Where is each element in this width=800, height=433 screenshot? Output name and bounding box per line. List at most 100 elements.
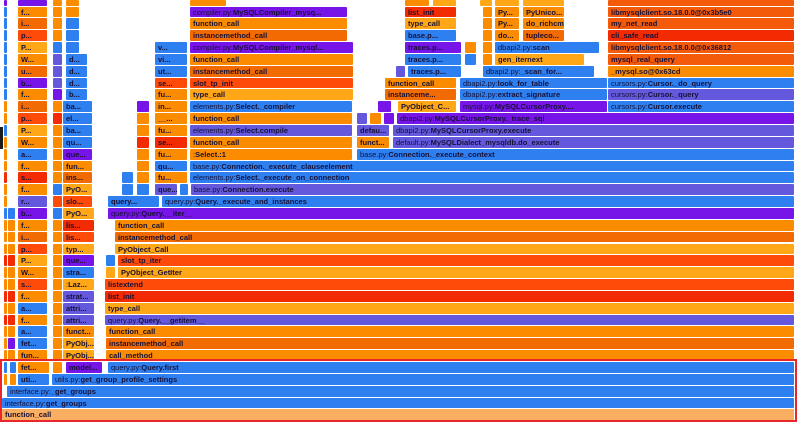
frame-cell[interactable] <box>137 101 150 113</box>
frame-cell[interactable] <box>53 362 63 373</box>
frame-query-py-query-execute-and-instances[interactable]: query.py:Query._execute_and_instances <box>162 196 795 207</box>
frame-cell[interactable] <box>480 0 493 6</box>
frame-cell[interactable] <box>4 255 7 267</box>
frame-cell[interactable] <box>396 65 406 77</box>
frame-ba[interactable]: ba... <box>63 125 93 136</box>
frame-select-1[interactable]: :Select.:1 <box>190 148 353 160</box>
frame-cell[interactable] <box>18 0 48 6</box>
frame-libmysqlclient-so-18-0-0-0x36812[interactable]: libmysqlclient.so.18.0.0@0x36812 <box>608 42 795 53</box>
frame-cell[interactable] <box>4 30 7 42</box>
frame-cell[interactable] <box>53 148 63 160</box>
frame-function-call[interactable]: function_call <box>2 409 795 421</box>
frame-cell[interactable] <box>53 18 63 30</box>
frame-cell[interactable] <box>495 0 520 6</box>
frame-function-call[interactable]: function_call <box>190 113 353 124</box>
frame-list-init[interactable]: list_init <box>405 6 457 18</box>
frame-do-richcmp[interactable]: do_richcmp <box>523 18 565 30</box>
frame-cell[interactable] <box>405 0 430 6</box>
frame-cell[interactable] <box>137 113 150 124</box>
frame-instancemethod-call[interactable]: instancemethod_call <box>190 30 348 42</box>
frame-query[interactable]: query... <box>108 196 160 207</box>
frame-se[interactable]: se... <box>155 136 188 148</box>
frame-funct[interactable]: funct... <box>357 136 390 148</box>
frame-pyunico[interactable]: PyUnico... <box>523 6 565 18</box>
frame-cell[interactable] <box>137 184 150 196</box>
frame-cell[interactable] <box>523 0 565 6</box>
frame-cell[interactable] <box>53 89 63 101</box>
frame-fun[interactable]: fun... <box>63 160 93 172</box>
frame-cell[interactable] <box>357 113 368 124</box>
frame-tupleco[interactable]: tupleco... <box>523 30 565 42</box>
frame-cli-safe-read[interactable]: cli_safe_read <box>608 30 795 42</box>
frame-cell[interactable] <box>190 0 227 6</box>
frame-cell[interactable] <box>8 207 16 219</box>
frame-defau[interactable]: defau... <box>357 125 390 136</box>
frame-cell[interactable] <box>180 184 189 196</box>
frame-cell[interactable] <box>4 125 7 136</box>
frame-cell[interactable] <box>53 113 63 124</box>
frame-cell[interactable] <box>53 279 63 290</box>
frame-que[interactable]: que... <box>155 184 178 196</box>
frame-elements-py-select-compile[interactable]: elements.py:Select.compile <box>190 125 353 136</box>
frame-d[interactable]: d... <box>66 77 88 89</box>
frame-traces-p[interactable]: traces.p... <box>405 42 462 53</box>
frame-mysql-real-query[interactable]: mysql_real_query <box>608 53 795 65</box>
frame-cell[interactable] <box>370 113 382 124</box>
frame-ut[interactable]: ut... <box>155 65 188 77</box>
frame-w[interactable]: W... <box>18 267 48 279</box>
frame-mysql-so-0x63cd[interactable]: _mysql.so@0x63cd <box>608 65 795 77</box>
frame-cell[interactable] <box>8 231 16 243</box>
frame-mysql-py-mysqlcursorproxy[interactable]: mysql.py:MySQLCursorProxy.... <box>460 101 608 113</box>
frame-se[interactable]: se... <box>155 77 188 89</box>
frame-p[interactable]: P... <box>18 255 48 267</box>
frame-r[interactable]: r... <box>18 196 48 207</box>
frame-b[interactable]: b... <box>18 207 48 219</box>
frame-my-net-read[interactable]: my_net_read <box>608 18 795 30</box>
frame-py[interactable]: Py... <box>495 18 520 30</box>
frame-u[interactable]: u... <box>18 65 48 77</box>
frame-cell[interactable] <box>483 6 493 18</box>
frame-que[interactable]: que... <box>63 255 95 267</box>
frame-cell[interactable] <box>53 101 63 113</box>
frame-i[interactable]: i... <box>18 18 48 30</box>
frame-s[interactable]: s... <box>18 172 48 184</box>
frame-cell[interactable] <box>4 101 7 113</box>
frame-lis[interactable]: lis... <box>63 231 95 243</box>
frame-cell[interactable] <box>106 267 116 279</box>
frame-dbapi2-py-mysqlcursorproxy-execute[interactable]: dbapi2.py:MySQLCursorProxy.execute <box>393 125 795 136</box>
frame-dbapi2-py-scan-for[interactable]: dbapi2.py:_scan_for... <box>483 65 595 77</box>
frame-cell[interactable] <box>53 350 63 361</box>
frame-cell[interactable] <box>66 18 80 30</box>
frame-cell[interactable] <box>4 65 7 77</box>
frame-listextend[interactable]: listextend <box>105 279 795 290</box>
frame-cell[interactable] <box>483 53 493 65</box>
frame-cell[interactable] <box>8 290 16 302</box>
frame-laz[interactable]: :Laz... <box>63 279 95 290</box>
frame-s[interactable]: s... <box>18 279 48 290</box>
frame-cursors-py-cursor-do-query[interactable]: cursors.py:Cursor._do_query <box>608 77 795 89</box>
frame-ba[interactable]: ba... <box>63 101 93 113</box>
frame-base-py-connection-execute-clauseelement[interactable]: base.py:Connection._execute_clauseelemen… <box>190 160 795 172</box>
frame-cell[interactable] <box>384 113 395 124</box>
frame-f[interactable]: f... <box>18 314 48 326</box>
frame-fun[interactable]: fun... <box>18 350 48 361</box>
frame-cell[interactable] <box>4 350 7 361</box>
frame-type-call[interactable]: type_call <box>105 302 795 314</box>
frame-cell[interactable] <box>53 243 63 255</box>
frame-cell[interactable] <box>4 53 7 65</box>
frame-traces-p[interactable]: traces.p... <box>408 65 462 77</box>
frame-cell[interactable] <box>483 42 493 53</box>
frame-cell[interactable] <box>53 267 63 279</box>
frame-base-py-connection-execute-context[interactable]: base.py:Connection._execute_context <box>357 148 795 160</box>
frame-pyobj[interactable]: PyObj... <box>63 338 95 350</box>
frame-cell[interactable] <box>4 77 7 89</box>
frame-cell[interactable] <box>433 0 457 6</box>
frame-cell[interactable] <box>53 6 63 18</box>
frame-cell[interactable] <box>10 373 17 385</box>
frame-slo[interactable]: slo... <box>63 196 93 207</box>
frame-cell[interactable] <box>4 231 7 243</box>
frame-cell[interactable] <box>608 0 795 6</box>
frame-cell[interactable] <box>53 136 63 148</box>
frame-attri[interactable]: attri... <box>63 314 95 326</box>
frame-cell[interactable] <box>53 231 63 243</box>
